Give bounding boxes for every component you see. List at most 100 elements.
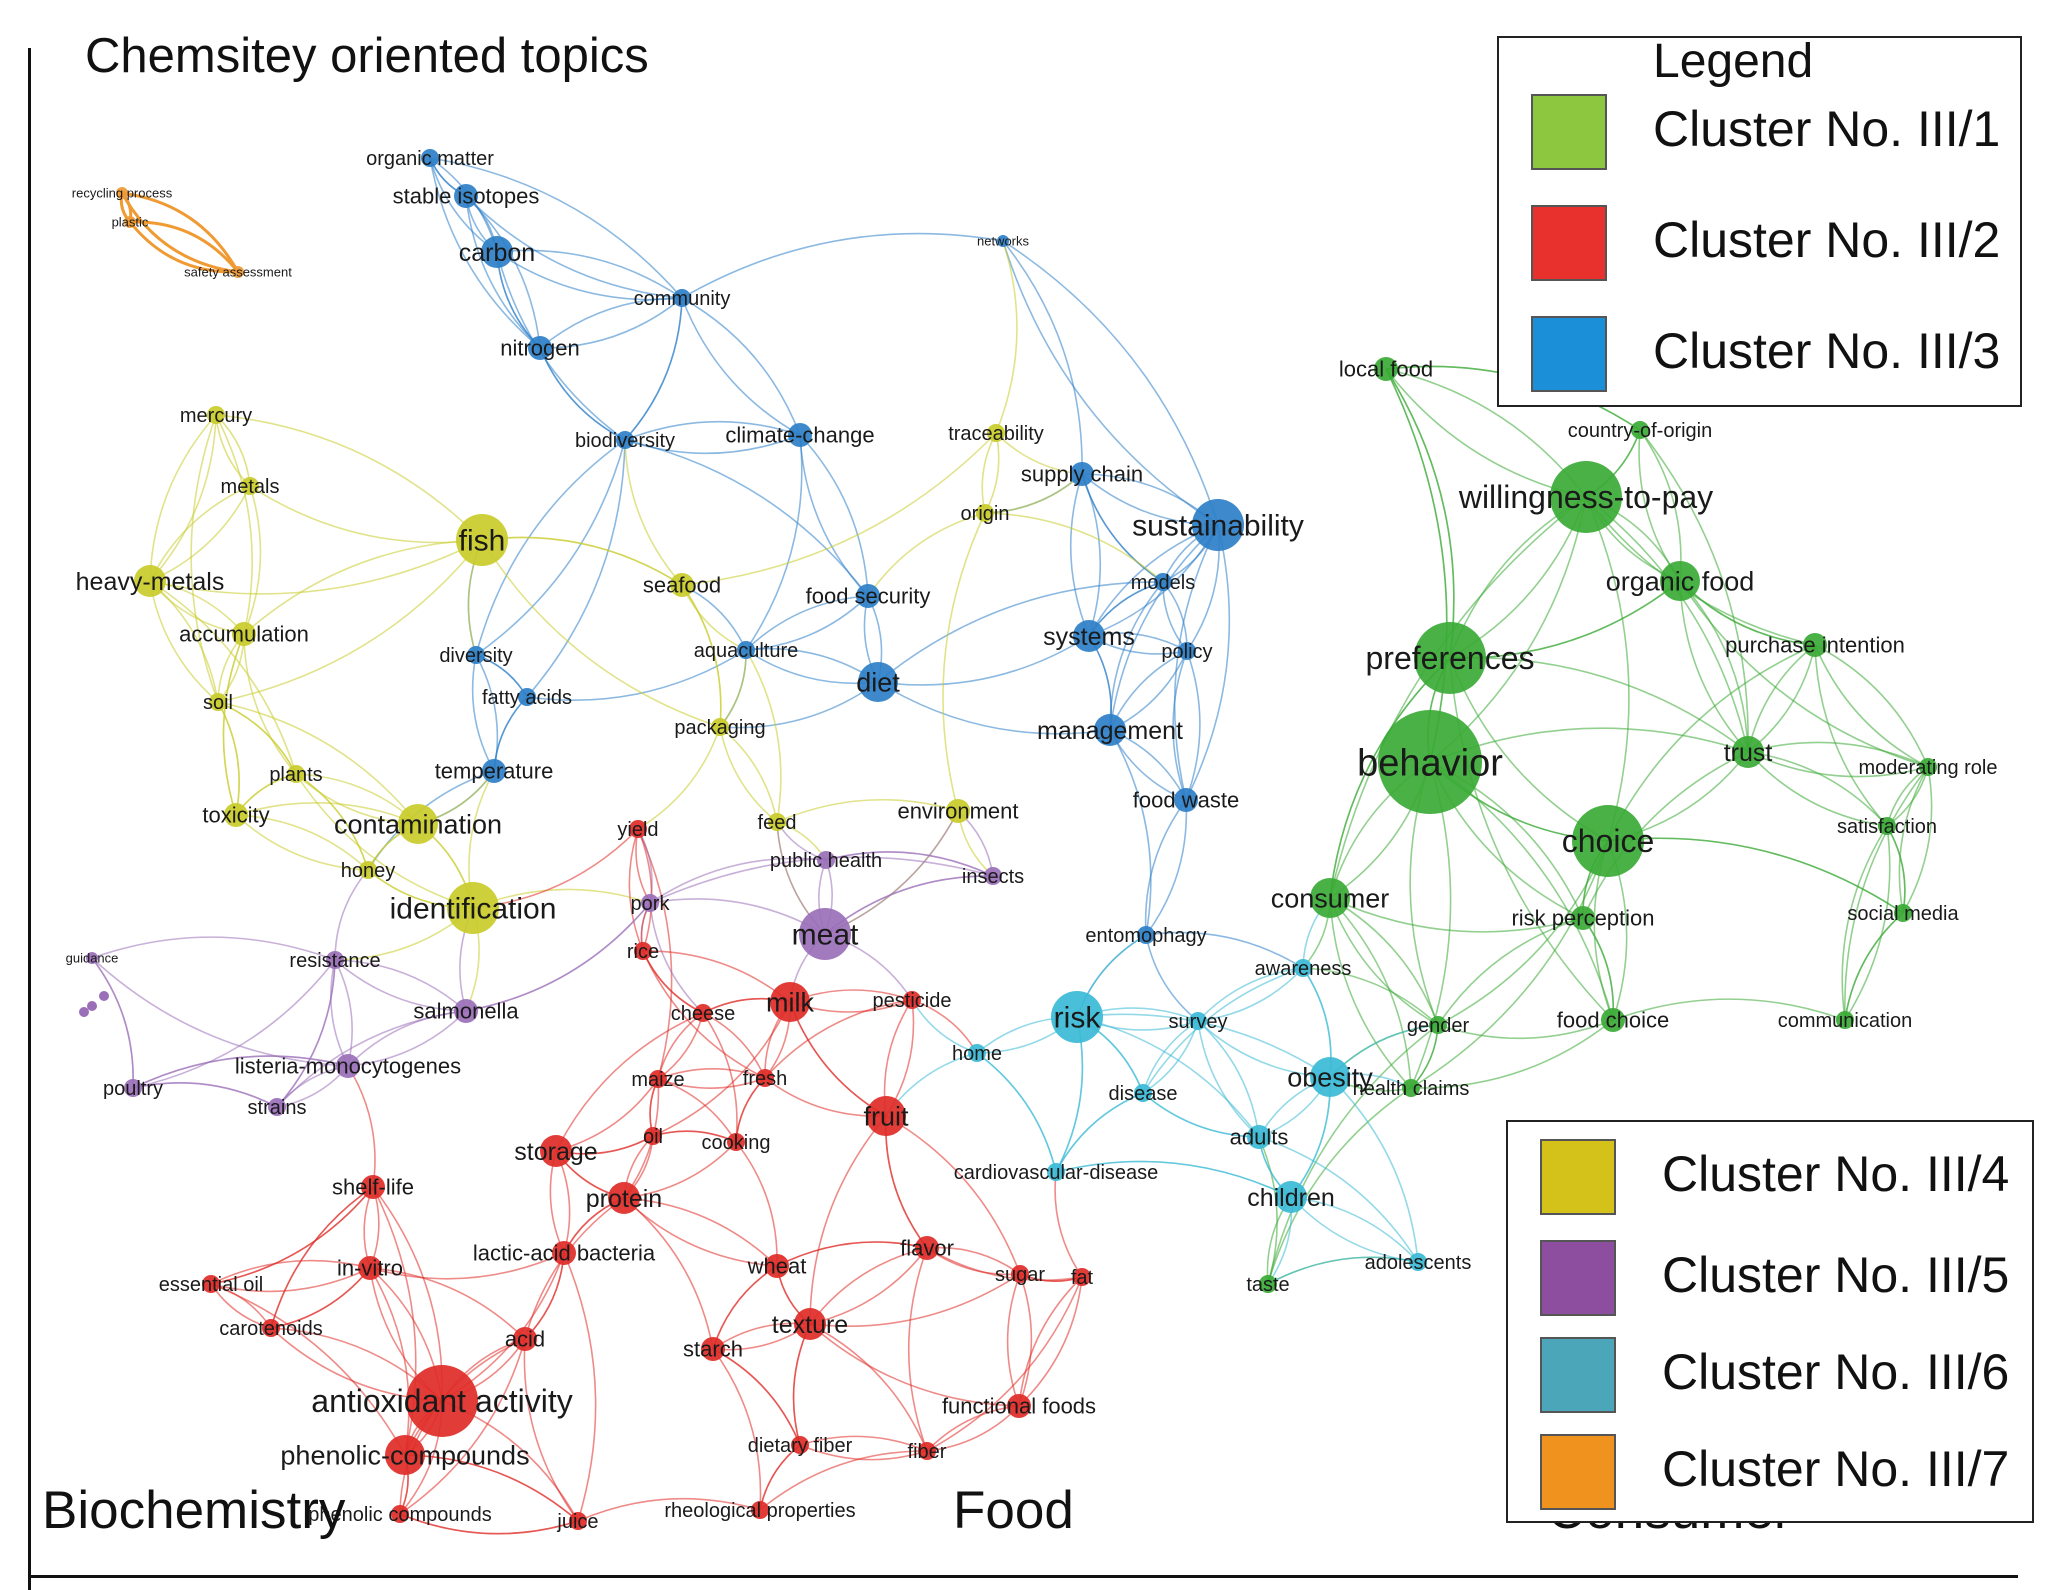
- keyword-node: [467, 646, 485, 664]
- keyword-node: [915, 1236, 939, 1260]
- keyword-label: disease: [1109, 1083, 1178, 1105]
- keyword-node: [87, 1001, 97, 1011]
- keyword-node: [513, 1327, 537, 1351]
- network-edge: [523, 1338, 579, 1522]
- network-edge: [1172, 650, 1188, 801]
- network-edge: [149, 414, 217, 582]
- network-edge: [1844, 912, 1904, 1021]
- keyword-node: [552, 1241, 576, 1265]
- network-edge: [132, 1055, 349, 1089]
- network-edge: [1018, 1273, 1033, 1407]
- network-edge: [149, 485, 251, 582]
- keyword-label: organic food: [1606, 566, 1755, 596]
- keyword-label: willingness-to-pay: [1458, 479, 1713, 515]
- keyword-label: country-of-origin: [1568, 420, 1713, 442]
- network-edge: [1329, 496, 1587, 899]
- network-edge: [1639, 429, 1749, 753]
- network-edge: [681, 297, 801, 436]
- network-edge: [1144, 799, 1187, 936]
- network-edge: [149, 580, 297, 775]
- keyword-label: community: [634, 288, 731, 310]
- network-edge: [1267, 1256, 1419, 1285]
- network-edge: [719, 681, 879, 729]
- keyword-node: [454, 999, 478, 1023]
- network-edge: [681, 432, 997, 586]
- network-edge: [555, 1012, 704, 1152]
- keyword-node: [770, 982, 810, 1022]
- legend-label: Cluster No. III/4: [1662, 1146, 2010, 1202]
- figure-title: Chemsitey oriented topics: [85, 29, 649, 83]
- network-edge: [1055, 1160, 1292, 1198]
- network-edge: [637, 726, 721, 830]
- network-edge: [1081, 473, 1102, 637]
- keyword-label: traceability: [948, 423, 1044, 445]
- keyword-node: [1919, 758, 1937, 776]
- keyword-node: [454, 184, 478, 208]
- network-edge: [1109, 729, 1152, 936]
- keyword-node: [268, 1098, 286, 1116]
- keyword-label: dietary fiber: [748, 1435, 853, 1457]
- network-edge: [1142, 967, 1304, 1094]
- keyword-label: consumer: [1271, 883, 1390, 913]
- keyword-node: [421, 149, 439, 167]
- legend-swatch: [1540, 1337, 1616, 1413]
- legend-swatch: [1531, 316, 1607, 392]
- network-edge: [539, 347, 626, 441]
- keyword-label: mercury: [180, 405, 252, 427]
- network-edge: [984, 512, 1164, 583]
- network-edge: [1747, 751, 1929, 778]
- network-edge: [1385, 368, 1448, 763]
- network-edge: [719, 726, 778, 823]
- keyword-node: [866, 1096, 906, 1136]
- network-edge: [623, 1197, 778, 1267]
- keyword-label: rheological properties: [664, 1500, 855, 1522]
- keyword-label: heavy-metals: [76, 568, 225, 596]
- keyword-node: [608, 1182, 640, 1214]
- network-edge: [1109, 524, 1219, 731]
- network-edge: [276, 1010, 467, 1108]
- network-edge: [295, 773, 474, 909]
- network-edge: [657, 1078, 737, 1143]
- legend-swatch: [1540, 1139, 1616, 1215]
- network-edge: [809, 1273, 1021, 1327]
- network-edge: [1185, 524, 1231, 801]
- network-edge: [1054, 1171, 1083, 1278]
- network-edge: [1449, 656, 1749, 753]
- network-edge: [91, 957, 349, 1067]
- axis-label-biochemistry: Biochemistry: [42, 1481, 346, 1540]
- network-edge: [1145, 799, 1188, 936]
- network-edge: [1747, 741, 1929, 768]
- keyword-label: aquaculture: [694, 640, 799, 662]
- keyword-node: [1051, 991, 1103, 1043]
- network-edge: [347, 1010, 467, 1067]
- keyword-node: [361, 1175, 385, 1199]
- network-edge: [1002, 240, 1219, 526]
- network-edge: [276, 959, 336, 1108]
- keyword-label: satisfaction: [1837, 816, 1937, 838]
- keyword-node: [336, 1054, 360, 1078]
- keyword-label: feed: [758, 812, 797, 834]
- network-edge: [121, 191, 240, 273]
- keyword-label: fish: [459, 525, 506, 558]
- network-edge: [1585, 496, 1749, 753]
- network-edge: [1814, 644, 1888, 827]
- network-edge: [809, 1323, 1020, 1407]
- network-edge: [1076, 1013, 1331, 1078]
- keyword-node: [528, 336, 552, 360]
- network-edge: [1329, 897, 1439, 1026]
- network-nodes: [79, 149, 1937, 1530]
- network-edge: [399, 1513, 579, 1535]
- network-edge: [210, 1186, 374, 1285]
- network-edge: [577, 1497, 761, 1522]
- network-edge: [649, 857, 827, 904]
- keyword-node: [1073, 620, 1105, 652]
- network-edge: [1018, 1276, 1083, 1407]
- keyword-node: [644, 1127, 662, 1145]
- network-edge: [1437, 917, 1584, 1026]
- network-edge: [1197, 967, 1304, 1022]
- network-edge: [1197, 967, 1304, 1022]
- keyword-node: [984, 867, 1002, 885]
- keyword-node: [1409, 1253, 1427, 1271]
- network-edge: [776, 798, 959, 823]
- keyword-node: [1732, 736, 1764, 768]
